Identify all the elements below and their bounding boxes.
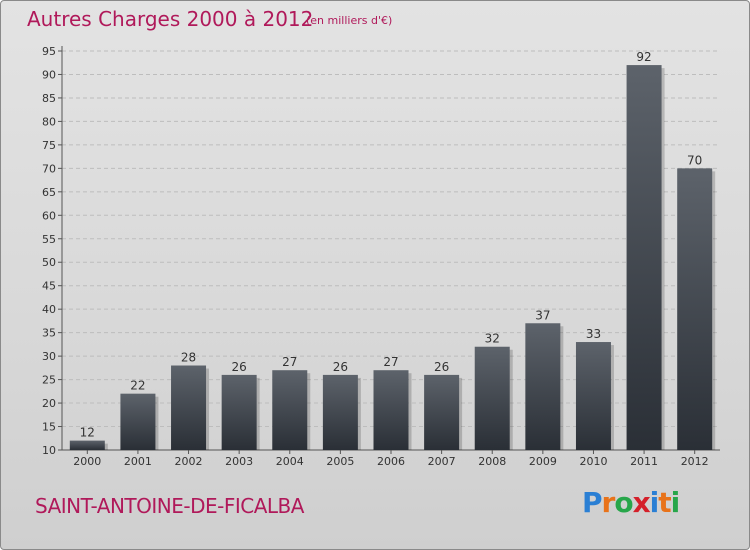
labels: 12 22 28 26 27 26 27 26 32 37 33 92 70	[80, 50, 703, 440]
y-tick-label: 65	[42, 186, 56, 199]
x-tick-label: 2008	[478, 455, 506, 468]
bar-2012[interactable]	[677, 168, 713, 450]
logo-letter: i	[670, 486, 681, 519]
value-label: 33	[586, 327, 601, 341]
logo-letter: P	[582, 486, 603, 519]
x-tick-label: 2010	[579, 455, 607, 468]
chart-title: Autres Charges 2000 à 2012	[27, 7, 314, 31]
y-tick-label: 55	[42, 233, 56, 246]
x-tick-label: 2003	[225, 455, 253, 468]
y-tick-label: 90	[42, 68, 56, 81]
y-tick-label: 70	[42, 162, 56, 175]
value-label: 28	[181, 351, 196, 365]
y-tick-label: 20	[42, 397, 56, 410]
logo-letter: o	[614, 486, 633, 519]
bar-2009[interactable]	[525, 323, 561, 450]
x-tick-label: 2009	[529, 455, 557, 468]
value-label: 22	[130, 379, 145, 393]
x-tick-label: 2007	[428, 455, 456, 468]
value-label: 26	[232, 360, 247, 374]
bar-2007[interactable]	[424, 374, 460, 450]
value-label: 27	[282, 355, 297, 369]
logo-letter: r	[601, 486, 616, 519]
logo-letter: x	[632, 486, 651, 519]
bar-2006[interactable]	[373, 370, 409, 450]
x-tick-label: 2012	[681, 455, 709, 468]
y-tick-label: 50	[42, 256, 56, 269]
value-label: 26	[333, 360, 348, 374]
x-tick-label: 2002	[175, 455, 203, 468]
value-label: 26	[434, 360, 449, 374]
bar-2003[interactable]	[221, 374, 257, 450]
bars	[69, 65, 716, 451]
bar-2008[interactable]	[474, 346, 510, 450]
value-label: 27	[383, 355, 398, 369]
y-tick-label: 45	[42, 280, 56, 293]
y-tick-label: 75	[42, 139, 56, 152]
y-tick-label: 60	[42, 209, 56, 222]
x-tick-label: 2011	[630, 455, 658, 468]
value-label: 12	[80, 426, 95, 440]
bar-2005[interactable]	[322, 374, 358, 450]
proxiti-logo[interactable]: Proxiti	[582, 486, 681, 519]
chart-subtitle: (en milliers d'€)	[306, 14, 393, 27]
x-tick-label: 2005	[326, 455, 354, 468]
value-label: 37	[535, 308, 550, 322]
x-tick-label: 2004	[276, 455, 304, 468]
bar-2001[interactable]	[120, 393, 156, 450]
x-tick-label: 2006	[377, 455, 405, 468]
value-label: 70	[687, 153, 702, 167]
y-tick-label: 25	[42, 374, 56, 387]
value-label: 32	[485, 332, 500, 346]
y-tick-label: 80	[42, 115, 56, 128]
y-tick-label: 40	[42, 303, 56, 316]
y-tick-label: 10	[42, 444, 56, 457]
bar-2002[interactable]	[171, 365, 207, 450]
bar-2010[interactable]	[575, 342, 611, 450]
logo-letter: t	[658, 486, 671, 519]
logo-letter: i	[649, 486, 660, 519]
bar-2004[interactable]	[272, 370, 308, 450]
bar-2000[interactable]	[69, 440, 105, 450]
y-tick-label: 95	[42, 45, 56, 58]
commune-name: SAINT-ANTOINE-DE-FICALBA	[35, 494, 304, 518]
value-label: 92	[636, 50, 651, 64]
y-tick-label: 85	[42, 92, 56, 105]
y-tick-label: 15	[42, 421, 56, 434]
y-tick-label: 35	[42, 327, 56, 340]
x-tick-label: 2001	[124, 455, 152, 468]
bar-2011[interactable]	[626, 65, 662, 451]
x-tick-label: 2000	[73, 455, 101, 468]
y-tick-label: 30	[42, 350, 56, 363]
